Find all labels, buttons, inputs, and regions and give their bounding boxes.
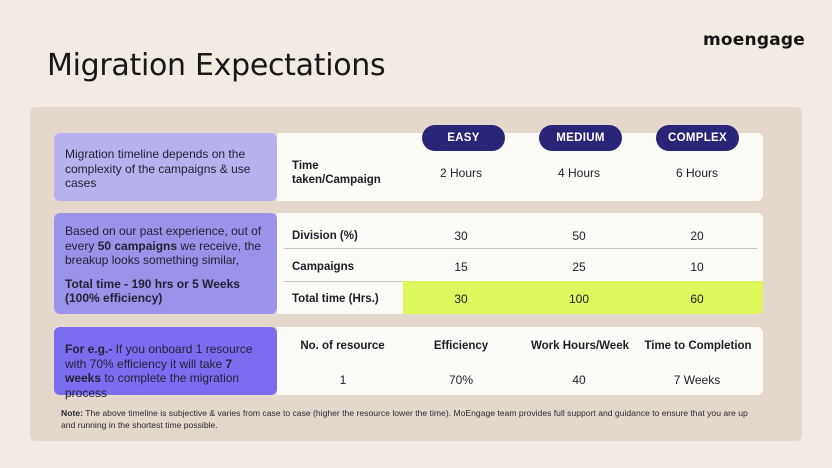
resource-header: No. of resource [300, 340, 385, 352]
row-divider [284, 248, 757, 249]
total-time-label: Total time (Hrs.) [292, 293, 379, 305]
example-bold-1: For e.g.- [65, 342, 113, 356]
efficiency-value: 70% [448, 373, 474, 387]
total-time-summary: Total time - 190 hrs or 5 Weeks (100% ef… [65, 276, 240, 306]
campaigns-easy: 15 [454, 260, 468, 274]
campaigns-medium: 25 [572, 260, 586, 274]
resource-value: 1 [339, 373, 347, 387]
timeline-description-box: Migration timeline depends on the comple… [54, 133, 277, 201]
easy-time-value: 2 Hours [439, 166, 483, 180]
completion-header: Time to Completion [644, 340, 752, 352]
moengage-logo: moengage [703, 30, 805, 50]
division-label: Division (%) [292, 230, 358, 242]
breakup-text-1: Based on our past experience, out of eve… [65, 224, 262, 253]
total-time-highlight [403, 281, 763, 314]
breakup-description: Based on our past experience, out of eve… [65, 224, 267, 268]
division-medium: 50 [572, 229, 586, 243]
campaigns-label: Campaigns [292, 261, 354, 273]
example-text-2: to complete the migration process [65, 371, 240, 400]
efficiency-header: Efficiency [433, 340, 489, 352]
division-complex: 20 [690, 229, 704, 243]
example-text-1: If you onboard 1 resource with 70% effic… [65, 342, 253, 371]
resource-card [277, 327, 763, 395]
time-per-campaign-label: Time taken/Campaign [292, 160, 381, 186]
campaigns-complex: 10 [690, 260, 704, 274]
example-description-box: For e.g.- If you onboard 1 resource with… [54, 327, 277, 400]
example-description: For e.g.- If you onboard 1 resource with… [65, 342, 252, 400]
note-text: The above timeline is subjective & varie… [61, 408, 748, 430]
breakup-bold: 50 campaigns [97, 238, 178, 253]
medium-pill: MEDIUM [539, 125, 622, 151]
footnote: Note: The above timeline is subjective &… [61, 408, 761, 431]
complex-pill: COMPLEX [656, 125, 739, 151]
page-title: Migration Expectations [47, 48, 386, 83]
example-bold-2: 7 weeks [65, 356, 233, 386]
total-time-complex: 60 [690, 292, 704, 306]
work-hours-value: 40 [572, 373, 586, 387]
work-hours-header: Work Hours/Week [531, 340, 629, 352]
total-time-easy: 30 [454, 292, 468, 306]
medium-time-value: 4 Hours [557, 166, 601, 180]
note-label: Note: [61, 408, 83, 418]
total-time-medium: 100 [568, 292, 590, 306]
complex-time-value: 6 Hours [675, 166, 719, 180]
timeline-description: Migration timeline depends on the comple… [65, 147, 251, 190]
breakup-text-2: we receive, the breakup looks something … [65, 238, 262, 268]
row-divider [284, 281, 403, 282]
completion-value: 7 Weeks [673, 373, 721, 387]
division-easy: 30 [454, 229, 468, 243]
easy-pill: EASY [422, 125, 505, 151]
breakup-description-box: Based on our past experience, out of eve… [54, 213, 277, 314]
